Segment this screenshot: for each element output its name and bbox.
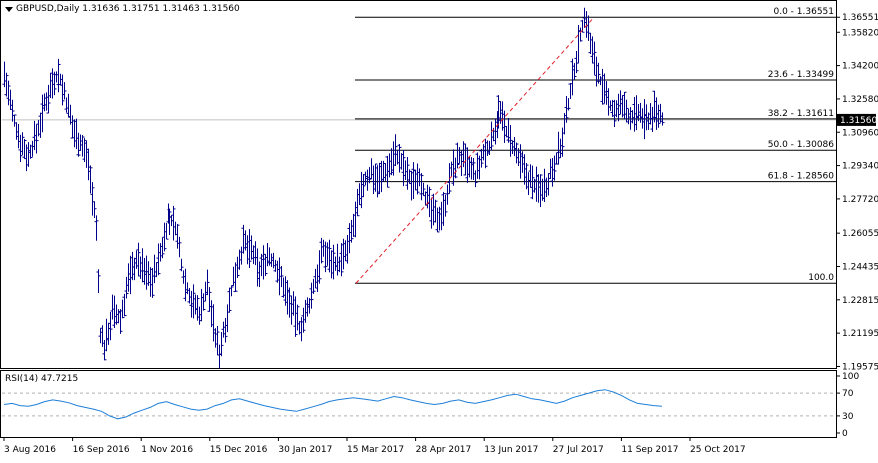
rsi-header: RSI(14) 47.7215 bbox=[5, 374, 79, 384]
fib-level-label: 0.0 - 1.36551 bbox=[774, 7, 835, 17]
symbol-header: GBPUSD,Daily 1.31636 1.31751 1.31463 1.3… bbox=[16, 4, 240, 14]
date-tick-label: 25 Oct 2017 bbox=[690, 445, 746, 455]
rsi-tick-label: 0 bbox=[842, 429, 848, 439]
date-tick-label: 15 Dec 2016 bbox=[210, 445, 268, 455]
date-tick-label: 11 Sep 2017 bbox=[621, 445, 678, 455]
fib-level-label: 38.2 - 1.31611 bbox=[768, 109, 834, 119]
fib-level-label: 61.8 - 1.28560 bbox=[768, 172, 834, 182]
price-tick-label: 1.26055 bbox=[842, 229, 878, 239]
fib-trend-line[interactable] bbox=[355, 16, 595, 284]
price-pane-frame bbox=[0, 0, 837, 369]
price-tick-label: 1.29340 bbox=[842, 162, 878, 172]
date-tick-label: 3 Aug 2016 bbox=[4, 445, 56, 455]
date-tick-label: 15 Mar 2017 bbox=[347, 445, 404, 455]
rsi-pane-frame bbox=[0, 370, 837, 438]
rsi-line bbox=[3, 389, 663, 420]
rsi-tick-label: 100 bbox=[842, 372, 859, 382]
fib-level-label: 50.0 - 1.30086 bbox=[768, 140, 834, 150]
date-tick-label: 27 Jul 2017 bbox=[553, 445, 604, 455]
date-tick-label: 1 Nov 2016 bbox=[141, 445, 193, 455]
fib-level-label: 100.0 bbox=[808, 273, 834, 283]
price-tick-label: 1.32580 bbox=[842, 95, 878, 105]
price-tick-label: 1.34200 bbox=[842, 62, 878, 72]
date-tick-label: 13 Jun 2017 bbox=[484, 445, 538, 455]
date-tick-label: 28 Apr 2017 bbox=[416, 445, 472, 455]
date-tick-label: 16 Sep 2016 bbox=[73, 445, 130, 455]
fib-level-label: 23.6 - 1.33499 bbox=[768, 70, 834, 80]
price-tick-label: 1.27720 bbox=[842, 195, 878, 205]
price-tick-label: 1.21195 bbox=[842, 329, 878, 339]
price-tick-label: 1.24435 bbox=[842, 262, 878, 272]
price-tick-label: 1.30960 bbox=[842, 128, 878, 138]
price-tick-label: 1.36551 bbox=[842, 13, 878, 23]
price-tick-label: 1.22815 bbox=[842, 296, 878, 306]
rsi-tick-label: 70 bbox=[842, 389, 854, 399]
dropdown-arrow-icon[interactable] bbox=[5, 7, 13, 12]
price-tick-label: 1.35820 bbox=[842, 28, 878, 38]
current-price-label: 1.31560 bbox=[840, 116, 877, 126]
rsi-tick-label: 30 bbox=[842, 412, 854, 422]
price-tick-label: 1.19575 bbox=[842, 362, 878, 372]
date-tick-label: 30 Jan 2017 bbox=[278, 445, 332, 455]
current-price-box bbox=[836, 113, 876, 126]
